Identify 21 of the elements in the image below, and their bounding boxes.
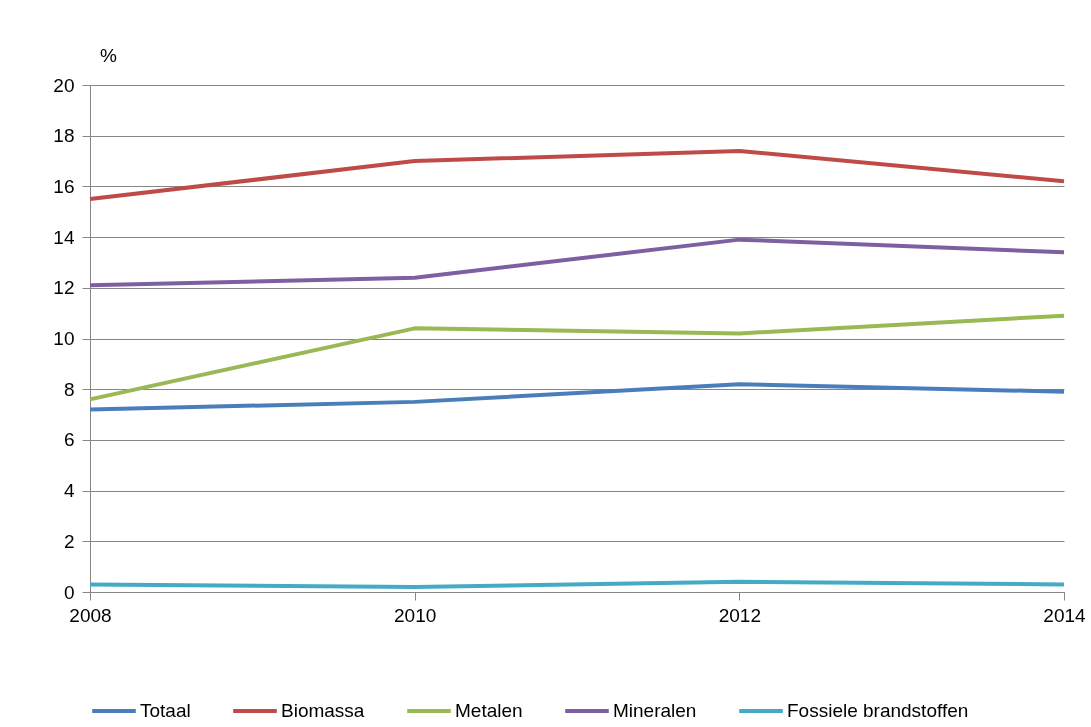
y-tick-label: 20	[53, 74, 75, 96]
y-tick-label: 0	[63, 581, 75, 603]
y-tick-label: 14	[53, 226, 75, 248]
y-tick-label: 12	[53, 277, 75, 299]
y-tick-label: 16	[53, 175, 75, 197]
y-tick-label: 10	[53, 328, 75, 349]
y-tick-label: 8	[63, 378, 75, 400]
y-axis-title: %	[100, 44, 118, 66]
y-tick-label: 6	[63, 429, 75, 451]
legend-label: Mineralen	[613, 700, 697, 721]
legend-label: Fossiele brandstoffen	[787, 700, 969, 721]
x-tick-label: 2014	[1043, 604, 1087, 626]
legend-label: Metalen	[455, 700, 523, 721]
legend-label: Biomassa	[281, 700, 365, 721]
y-tick-label: 2	[63, 530, 75, 552]
legend-label: Totaal	[140, 700, 191, 721]
y-tick-label: 4	[63, 480, 75, 502]
x-tick-label: 2012	[718, 604, 761, 626]
x-tick-label: 2010	[394, 604, 437, 626]
y-tick-label: 18	[53, 125, 75, 147]
x-tick-label: 2008	[69, 604, 112, 626]
